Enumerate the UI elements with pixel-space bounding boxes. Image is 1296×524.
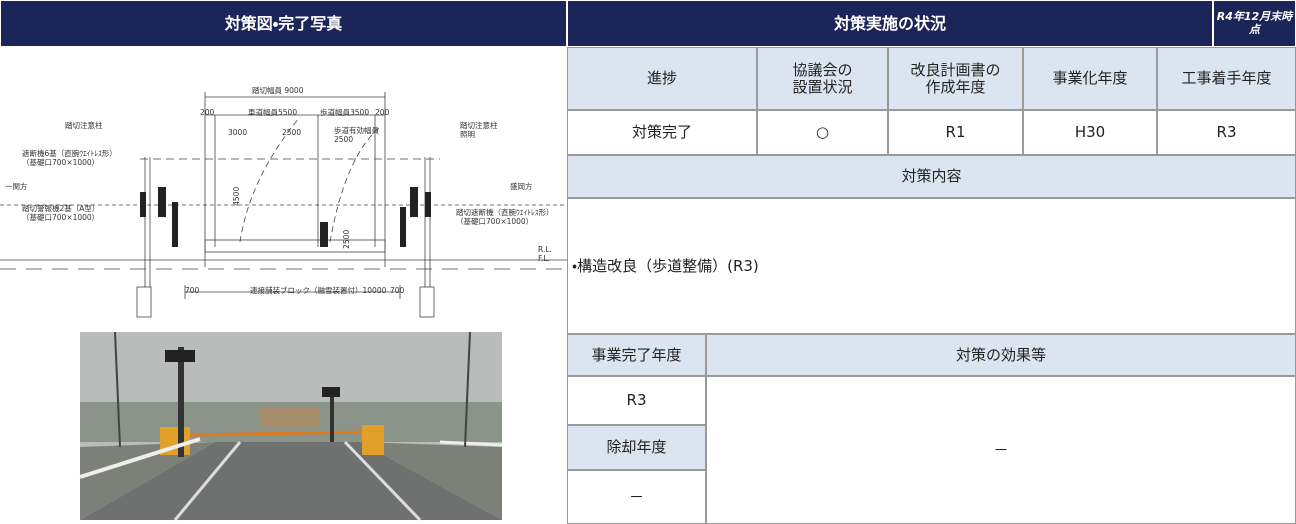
drawing-label: 歩道幅員3500 [320,108,370,117]
label-cell: 除却年度 [567,425,706,470]
col-header: 工事着手年度 [1157,47,1296,110]
drawing-label: 連接舗装ブロック（融雪装置付）10000 [250,286,387,295]
left-panel [0,92,567,522]
drawing-label: 一関方 [5,182,28,191]
left-title: 対策図・完了写真 [0,0,567,47]
cell: ○ [757,110,888,155]
cell: H30 [1023,110,1157,155]
drawing-label: 歩道有効幅員 2500 [334,126,379,144]
col-header: 協議会の 設置状況 [757,47,888,110]
drawing-label: 遮断機6基（直腕ｳｴｲﾄﾚｽ形） （基礎口700×1000） [22,149,117,167]
drawing-label: 踏切注意柱 [65,121,103,130]
photo [79,331,503,522]
drawing-label: 車道幅員5500 [248,108,298,117]
drawing-label: 200 [375,108,390,117]
drawing-label: 踏切幅員 9000 [252,86,304,95]
cell: R3 [1157,110,1296,155]
drawing-label: 盛岡方 [510,182,533,191]
section-header: 対策内容 [567,155,1296,198]
drawing-label: 踏切遮断機（直腕ｳｴｲﾄﾚｽ形） （基礎口700×1000） [456,208,554,226]
drawing [0,92,567,318]
drawing-label: 700 [185,286,200,295]
drawing-label: F.L. [538,254,551,263]
drawing-label: 踏切注意柱 照明 [460,121,498,139]
drawing-label: 3000 [228,128,248,137]
label-cell: 事業完了年度 [567,334,706,376]
right-title: 対策実施の状況 [567,0,1213,47]
drawing-label: 4500 [232,186,242,206]
cell: R3 [567,376,706,425]
effect-cell: － [706,376,1296,524]
drawing-equipment [140,187,431,247]
col-header: 改良計画書の 作成年度 [888,47,1023,110]
drawing-label: 200 [200,108,215,117]
col-header: 進捗 [567,47,757,110]
cell: R1 [888,110,1023,155]
label-cell: 対策の効果等 [706,334,1296,376]
measures-text: ・構造改良（歩道整備）(R3) [567,198,1296,334]
drawing-label: 踏切警報機2基（A型） （基礎口700×1000） [22,204,100,222]
drawing-label: 700 [390,286,405,295]
drawing-label: 2500 [342,229,352,249]
drawing-label: 2500 [282,128,302,137]
as-of: R4年12月末時点 [1213,0,1296,47]
drawing-label: R.L. [538,245,552,254]
cell: － [567,470,706,524]
cell: 対策完了 [567,110,757,155]
col-header: 事業化年度 [1023,47,1157,110]
